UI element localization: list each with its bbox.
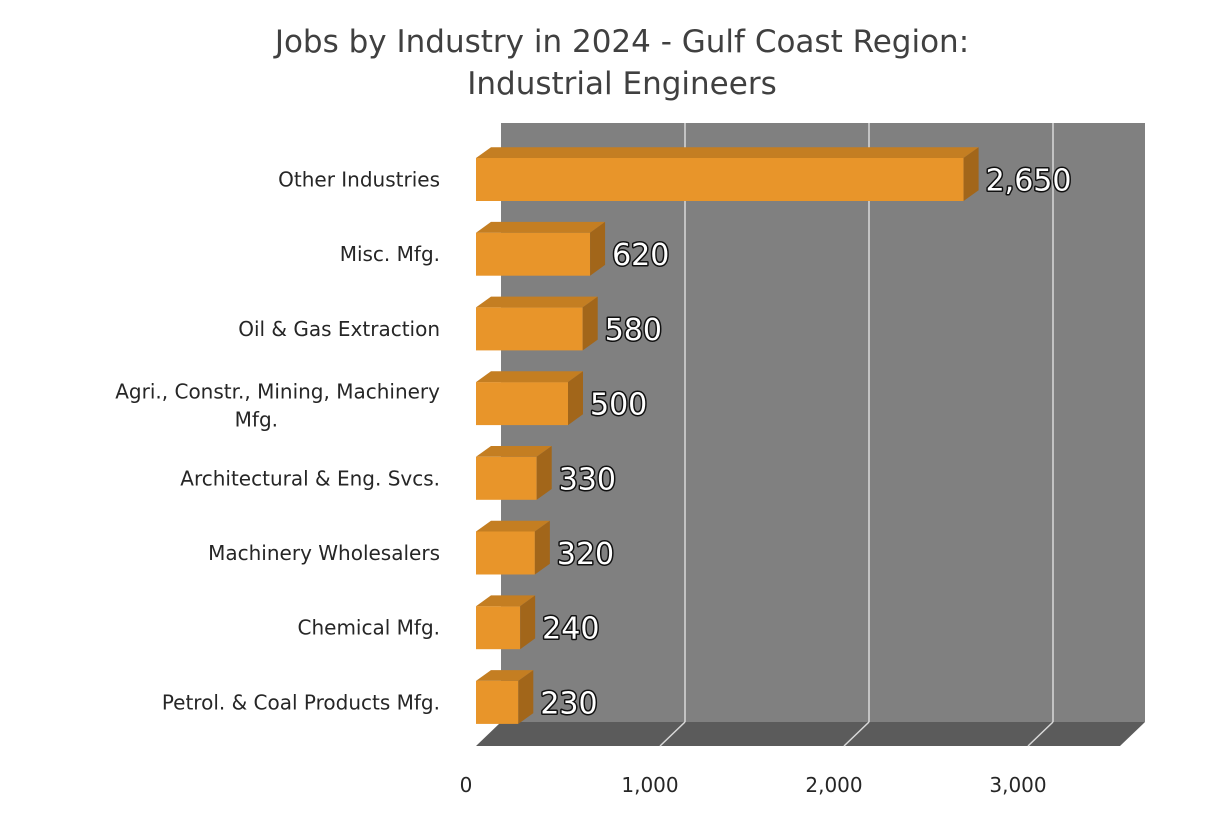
bar-side xyxy=(518,670,534,724)
category-label: Misc. Mfg. xyxy=(340,242,440,266)
bar-top xyxy=(476,221,606,233)
bar-top xyxy=(476,520,550,532)
category-label: Architectural & Eng. Svcs. xyxy=(180,466,440,490)
bar-top xyxy=(476,595,536,607)
bar-top xyxy=(476,296,598,308)
category-label: Mfg. xyxy=(235,408,278,432)
data-label: 230 xyxy=(540,686,597,721)
bar-side xyxy=(568,371,583,426)
bar-front xyxy=(476,158,964,201)
data-label: 500 xyxy=(590,388,647,423)
data-label: 330 xyxy=(559,462,616,497)
x-tick-label: 0 xyxy=(460,773,473,797)
data-label: 2,650 xyxy=(986,164,1072,199)
bar-front xyxy=(476,531,535,575)
bar-top xyxy=(476,371,583,383)
chart-title: Industrial Engineers xyxy=(467,66,776,102)
bar-top xyxy=(476,147,979,158)
chart-floor xyxy=(476,722,1145,746)
category-label: Machinery Wholesalers xyxy=(208,541,440,565)
bar-top xyxy=(476,446,552,457)
bar-front xyxy=(476,456,537,500)
bar-side xyxy=(582,296,598,351)
category-label: Agri., Constr., Mining, Machinery xyxy=(115,380,440,404)
chart-title: Jobs by Industry in 2024 - Gulf Coast Re… xyxy=(273,24,969,60)
bar-side xyxy=(590,221,606,276)
bar-front xyxy=(476,382,568,426)
bar-front xyxy=(476,680,519,724)
category-label: Oil & Gas Extraction xyxy=(238,317,440,341)
bar-top xyxy=(476,670,534,681)
bar-front xyxy=(476,307,583,351)
category-label: Other Industries xyxy=(278,168,440,192)
data-label: 580 xyxy=(605,313,662,348)
gridline-floor xyxy=(1027,721,1054,747)
x-tick-label: 3,000 xyxy=(989,773,1046,797)
gridline-floor xyxy=(843,721,870,747)
data-label: 240 xyxy=(542,612,599,647)
bar-side xyxy=(536,446,552,500)
bar-front xyxy=(476,232,591,276)
data-label: 620 xyxy=(612,238,669,273)
x-tick-label: 1,000 xyxy=(621,773,678,797)
bar-side xyxy=(520,595,536,650)
chart-back-wall xyxy=(501,123,1145,722)
category-label: Chemical Mfg. xyxy=(298,616,441,640)
x-tick-label: 2,000 xyxy=(805,773,862,797)
bar-side xyxy=(534,520,550,575)
data-label: 320 xyxy=(557,537,614,572)
bar-side xyxy=(963,147,979,201)
gridline-floor xyxy=(659,721,686,747)
bar-front xyxy=(476,606,521,650)
category-label: Petrol. & Coal Products Mfg. xyxy=(162,690,440,714)
